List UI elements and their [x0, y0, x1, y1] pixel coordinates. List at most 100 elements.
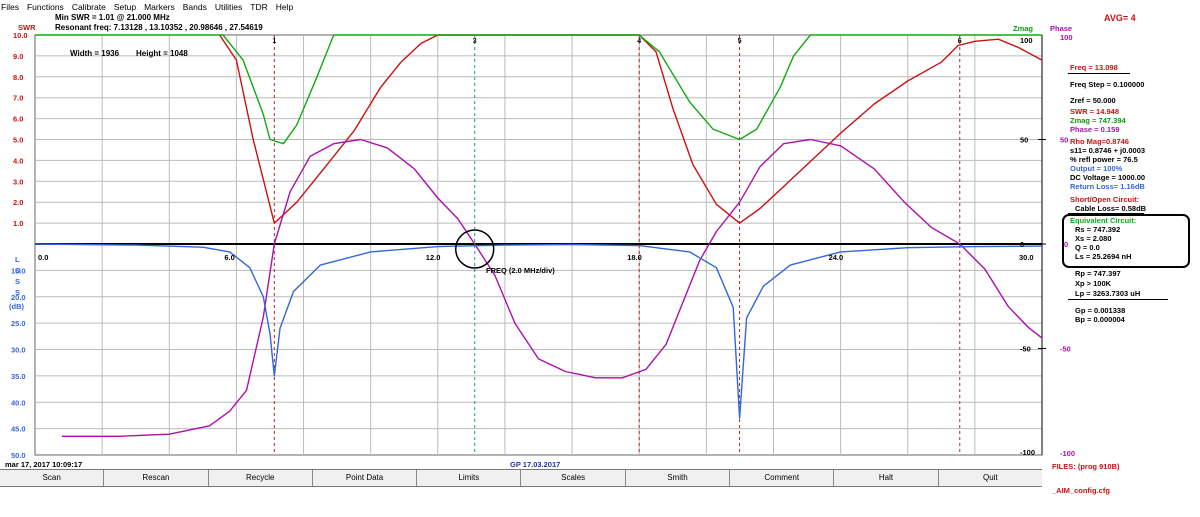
phase-tick: 50: [1060, 136, 1068, 145]
readout-rp: Rp = 747.397: [1075, 269, 1121, 278]
readout-swr: SWR = 14.948: [1070, 107, 1119, 116]
files-label: FILES: (prog 910B): [1052, 462, 1120, 471]
loss-axis-letter: O: [15, 266, 21, 275]
loss-tick: 30.0: [11, 346, 26, 355]
readout-rho: Rho Mag=0.8746: [1070, 137, 1129, 146]
loss-axis-letter: S: [15, 288, 20, 297]
marker-label: 3: [473, 38, 477, 45]
freq-tick: 6.0: [224, 253, 234, 262]
gp-label: GP 17.03.2017: [510, 460, 561, 469]
swr-tick: 10.0: [13, 31, 28, 40]
menu-calibrate[interactable]: Calibrate: [71, 1, 106, 12]
readout-short-open: Short/Open Circuit:: [1070, 195, 1140, 204]
curve-swr: [219, 34, 1043, 224]
zmag-axis-title: Zmag: [1013, 24, 1033, 33]
menu-bar: Files Functions Calibrate Setup Markers Bands…: [0, 0, 1200, 13]
swr-tick: 6.0: [13, 115, 23, 124]
scales-button[interactable]: Scales: [521, 470, 626, 486]
marker-label: 1: [272, 38, 276, 45]
readout-q: Q = 0.0: [1075, 243, 1100, 252]
curves: [34, 34, 1043, 437]
curve-phase: [61, 138, 1043, 437]
loss-axis-letter: L: [15, 255, 20, 264]
resonant-freq-text: Resonant freq: 7.13128 , 13.10352 , 20.9…: [55, 23, 263, 32]
width-label: Width = 1936: [70, 49, 120, 58]
loss-tick: 45.0: [11, 425, 26, 434]
readout-xp: Xp > 100K: [1075, 279, 1112, 288]
zmag-tick: 50: [1020, 136, 1028, 145]
menu-tdr[interactable]: TDR: [250, 1, 268, 12]
freq-tick: 30.0: [1019, 253, 1034, 262]
readout-phase: Phase = 0.159: [1070, 125, 1120, 134]
phase-tick: -100: [1060, 449, 1075, 458]
smith-button[interactable]: Smith: [626, 470, 731, 486]
swr-tick: 4.0: [13, 156, 23, 165]
readout-return-loss: Return Loss= 1.16dB: [1070, 182, 1145, 191]
point-data-button[interactable]: Point Data: [313, 470, 418, 486]
loss-tick: 15.0: [11, 266, 26, 275]
date-label: mar 17, 2017 10:09:17: [5, 460, 83, 469]
freq-tick: 12.0: [426, 253, 441, 262]
swr-tick: 1.0: [13, 219, 23, 228]
marker-label: 5: [738, 38, 742, 45]
loss-tick: 20.0: [11, 293, 26, 302]
limits-button[interactable]: Limits: [417, 470, 522, 486]
zmag-tick: 100: [1020, 36, 1033, 45]
marker-label: 4: [637, 38, 641, 45]
menu-utilities[interactable]: Utilities: [214, 1, 243, 12]
swr-tick: 9.0: [13, 52, 23, 61]
menu-markers[interactable]: Markers: [144, 1, 175, 12]
swr-tick: 7.0: [13, 94, 23, 103]
menu-setup[interactable]: Setup: [113, 1, 137, 12]
phase-tick: -50: [1060, 345, 1071, 354]
readout-cable-loss: Cable Loss= 0.58dB: [1075, 204, 1147, 213]
readout-rs: Rs = 747.392: [1075, 225, 1121, 234]
menu-functions[interactable]: Functions: [26, 1, 64, 12]
swr-tick: 2.0: [13, 198, 23, 207]
phase-tick: 0: [1064, 240, 1068, 249]
min-swr-text: Min SWR = 1.01 @ 21.000 MHz: [55, 13, 170, 22]
avg-label: AVG= 4: [1104, 13, 1136, 23]
readout-lp: Lp = 3263.7303 uH: [1075, 289, 1141, 298]
marker-label: 6: [958, 38, 962, 45]
readout-bp: Bp = 0.000004: [1075, 315, 1125, 324]
phase-axis-title: Phase: [1050, 24, 1072, 33]
menu-help[interactable]: Help: [275, 1, 294, 12]
freq-axis-label: FREQ (2.0 MHz/div): [486, 266, 555, 275]
curve-zmag: [35, 34, 1042, 145]
freq-tick: 24.0: [829, 253, 844, 262]
zmag-tick: 0: [1020, 240, 1024, 249]
menu-bands[interactable]: Bands: [182, 1, 207, 12]
readout-s11: s11= 0.8746 + j0.0003: [1070, 146, 1146, 155]
comment-button[interactable]: Comment: [730, 470, 835, 486]
rescan-button[interactable]: Rescan: [104, 470, 209, 486]
readout-zref: Zref = 50.000: [1070, 96, 1116, 105]
curve-loss: [34, 243, 1043, 419]
swr-tick: 8.0: [13, 73, 23, 82]
phase-tick: 100: [1060, 33, 1073, 42]
quit-button[interactable]: Quit: [982, 473, 998, 482]
zmag-tick: -100: [1020, 448, 1035, 457]
loss-tick: 25.0: [11, 319, 26, 328]
recycle-button[interactable]: Recycle: [209, 470, 313, 486]
readout-xs: Xs = 2.080: [1075, 234, 1112, 243]
axis-labels: SWR10.09.08.07.06.05.04.03.02.01.0LOSS(d…: [9, 23, 1075, 460]
readout-zmag: Zmag = 747.394: [1070, 116, 1126, 125]
readout-dc: DC Voltage = 1000.00: [1070, 173, 1146, 182]
loss-axis-letter: S: [15, 277, 20, 286]
swr-axis-title: SWR: [18, 23, 36, 32]
swr-tick: 3.0: [13, 177, 23, 186]
equivalent-circuit-box: [1062, 214, 1190, 268]
readout-output: Output = 100%: [1070, 164, 1123, 173]
loss-tick: 50.0: [11, 451, 26, 460]
menu-files[interactable]: Files: [1, 1, 19, 12]
height-label: Height = 1048: [136, 49, 188, 58]
button-bar: Scan Rescan Recycle Point Data Limits Scales S…: [0, 469, 1042, 487]
scan-button[interactable]: Scan: [0, 470, 105, 486]
halt-button[interactable]: Halt: [834, 470, 939, 486]
lp-underline: [1068, 299, 1168, 300]
loss-unit: (dB): [9, 302, 24, 311]
readout-refl: % refl power = 76.5: [1070, 155, 1138, 164]
freq-tick: 18.0: [627, 253, 642, 262]
readout-gp: Gp = 0.001338: [1075, 306, 1126, 315]
